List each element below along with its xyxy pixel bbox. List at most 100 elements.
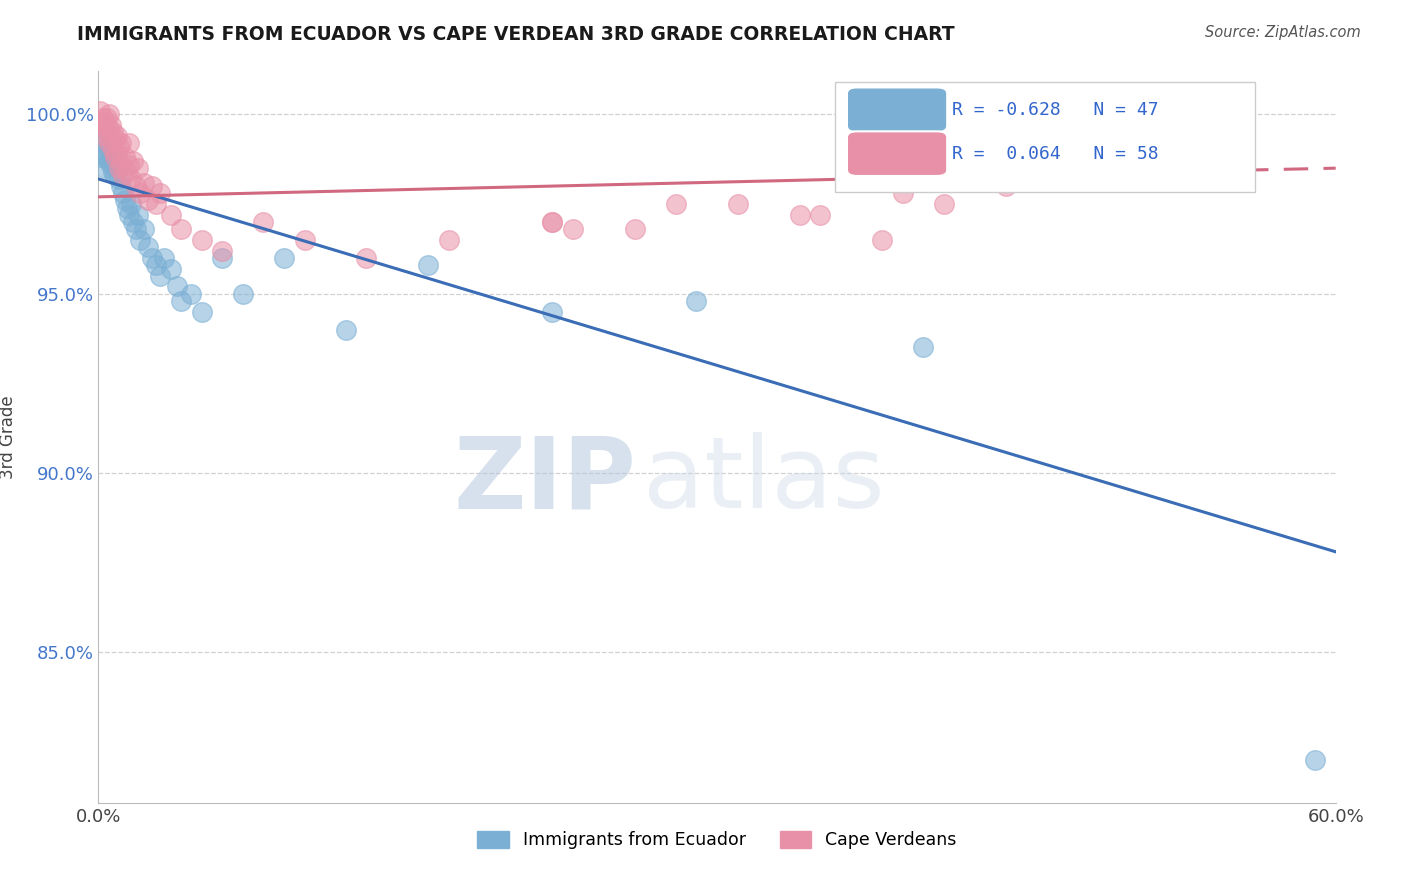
Point (110, 158, 132, 172)
Point (665, 197, 688, 211)
FancyBboxPatch shape (846, 87, 948, 132)
Point (112, 186, 135, 201)
Point (118, 136, 141, 150)
Point (145, 258, 167, 272)
Point (808, 208, 831, 222)
Point (141, 179, 163, 194)
Point (104, 153, 127, 168)
Point (108, 161, 131, 176)
Legend: Immigrants from Ecuador, Cape Verdeans: Immigrants from Ecuador, Cape Verdeans (471, 823, 963, 856)
Point (149, 268, 172, 283)
Point (100, 132, 122, 146)
Point (101, 143, 124, 157)
Point (159, 261, 181, 276)
Point (117, 201, 139, 215)
Point (89, 114, 111, 128)
Point (145, 197, 167, 211)
Point (105, 146, 128, 161)
Point (97, 121, 120, 136)
Point (104, 150, 127, 164)
Point (437, 233, 460, 247)
Point (685, 293, 707, 308)
Point (101, 125, 124, 139)
Point (789, 208, 811, 222)
FancyBboxPatch shape (846, 131, 948, 176)
Point (96, 125, 118, 139)
Point (108, 139, 131, 153)
Point (101, 150, 124, 164)
Point (89, 150, 111, 164)
Point (211, 244, 233, 258)
Text: IMMIGRANTS FROM ECUADOR VS CAPE VERDEAN 3RD GRADE CORRELATION CHART: IMMIGRANTS FROM ECUADOR VS CAPE VERDEAN … (77, 25, 955, 44)
FancyBboxPatch shape (835, 82, 1256, 192)
Point (912, 341, 935, 355)
Point (273, 251, 295, 265)
Point (153, 251, 176, 265)
Point (124, 222, 146, 236)
Point (91, 111, 114, 125)
Text: ZIP: ZIP (454, 433, 637, 530)
Point (170, 222, 193, 236)
Text: R =  0.064   N = 58: R = 0.064 N = 58 (952, 145, 1159, 163)
Point (118, 158, 141, 172)
Point (96, 150, 118, 164)
Point (190, 233, 212, 247)
Point (149, 186, 172, 201)
Point (114, 194, 136, 208)
Point (101, 165, 124, 179)
Point (105, 128, 128, 143)
Point (124, 179, 146, 194)
Point (97, 139, 120, 153)
Point (418, 258, 440, 272)
Text: atlas: atlas (643, 433, 884, 530)
Point (127, 161, 149, 176)
Point (93, 128, 115, 143)
Point (108, 172, 131, 186)
Point (120, 197, 142, 211)
Point (541, 215, 564, 229)
Point (93, 114, 115, 128)
Point (870, 233, 893, 247)
Point (93, 136, 115, 150)
Point (180, 286, 202, 301)
Point (104, 132, 127, 146)
Point (891, 186, 914, 201)
Point (127, 208, 149, 222)
Point (232, 286, 254, 301)
Point (100, 158, 122, 172)
Point (541, 304, 564, 318)
Point (132, 176, 155, 190)
Point (97, 153, 120, 168)
Point (623, 222, 645, 236)
Point (108, 158, 131, 172)
Point (112, 169, 135, 183)
Point (252, 215, 274, 229)
Point (159, 208, 181, 222)
Point (105, 161, 128, 176)
Point (335, 322, 357, 336)
Y-axis label: 3rd Grade: 3rd Grade (0, 395, 17, 479)
Text: Source: ZipAtlas.com: Source: ZipAtlas.com (1205, 25, 1361, 40)
Point (96, 111, 118, 125)
Point (110, 179, 132, 194)
Point (132, 222, 155, 236)
Point (541, 215, 564, 229)
Point (91, 118, 114, 132)
Point (1303, 753, 1326, 767)
Point (932, 197, 955, 211)
Point (122, 153, 145, 168)
Point (93, 161, 115, 176)
Point (120, 172, 142, 186)
Point (136, 194, 159, 208)
Point (100, 118, 122, 132)
Point (97, 136, 120, 150)
Point (110, 136, 132, 150)
Point (294, 233, 316, 247)
Point (122, 215, 145, 229)
Point (100, 146, 122, 161)
Point (104, 169, 127, 183)
Point (356, 251, 378, 265)
Point (727, 197, 749, 211)
Point (114, 150, 136, 164)
Point (211, 251, 233, 265)
